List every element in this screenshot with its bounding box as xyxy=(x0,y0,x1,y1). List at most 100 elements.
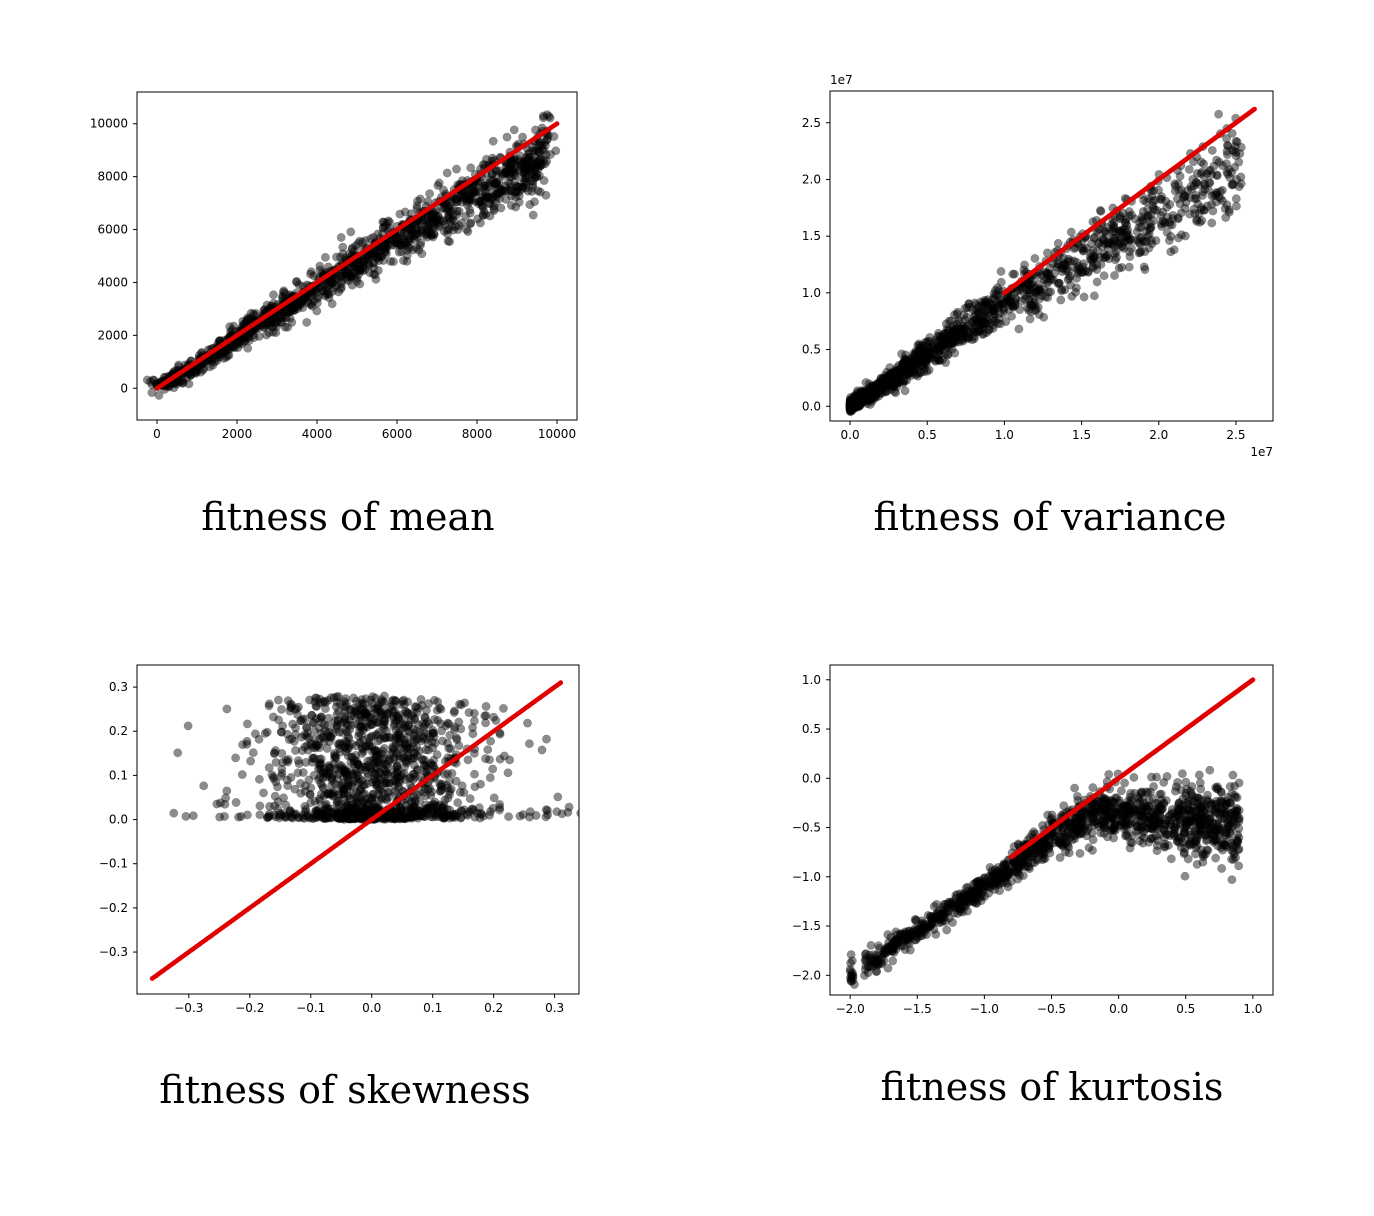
scatter-point xyxy=(285,806,295,816)
scatter-point xyxy=(369,263,379,273)
scatter-point xyxy=(222,786,232,796)
scatter-point xyxy=(1071,287,1081,297)
scatter-point xyxy=(501,161,511,171)
scatter-point xyxy=(324,713,334,723)
scatter-point xyxy=(523,149,533,159)
scatter-point xyxy=(1088,245,1098,255)
scatter-point xyxy=(142,375,152,385)
scatter-point xyxy=(531,157,541,167)
scatter-point xyxy=(921,359,931,369)
x-tick-label: −0.2 xyxy=(235,1001,264,1015)
scatter-point xyxy=(277,764,287,774)
scatter-point xyxy=(460,193,470,203)
scatter-point xyxy=(296,296,306,305)
scatter-point xyxy=(1066,227,1076,237)
scatter-point xyxy=(551,146,561,156)
scatter-point xyxy=(940,328,950,338)
scatter-point xyxy=(478,202,488,212)
scatter-point xyxy=(354,259,364,269)
scatter-point xyxy=(506,201,516,210)
scatter-point xyxy=(445,237,455,247)
scatter-point xyxy=(326,772,336,782)
scatter-point xyxy=(546,150,555,159)
scatter-point xyxy=(351,264,361,274)
scatter-point xyxy=(336,233,346,242)
scatter-point xyxy=(429,213,439,223)
scatter-point xyxy=(259,320,269,330)
scatter-point xyxy=(523,163,533,173)
scatter-point xyxy=(478,211,488,221)
scatter-point xyxy=(490,179,500,188)
scatter-point xyxy=(549,132,559,141)
scatter-point xyxy=(530,159,539,169)
scatter-point xyxy=(1207,145,1217,155)
scatter-point xyxy=(424,221,434,231)
scatter-point xyxy=(501,167,511,177)
scatter-point xyxy=(464,194,474,204)
scatter-point xyxy=(218,347,228,357)
scatter-point xyxy=(906,354,916,364)
scatter-point xyxy=(191,366,201,376)
scatter-point xyxy=(456,192,466,202)
scatter-point xyxy=(1014,324,1024,334)
scatter-point xyxy=(406,223,416,233)
scatter-point xyxy=(448,225,458,235)
scatter-point xyxy=(294,280,304,290)
scatter-point xyxy=(401,813,411,823)
scatter-point xyxy=(1116,237,1126,247)
scatter-point xyxy=(450,706,459,716)
scatter-point xyxy=(1118,225,1128,235)
scatter-point xyxy=(312,702,321,712)
scatter-point xyxy=(386,256,395,266)
scatter-point xyxy=(296,298,306,308)
scatter-point xyxy=(414,217,424,227)
scatter-point xyxy=(526,168,536,178)
scatter-point xyxy=(277,749,287,758)
y-tick-label: 2.0 xyxy=(802,172,821,186)
scatter-point xyxy=(485,199,494,209)
y-tick-label: −0.2 xyxy=(99,901,128,915)
scatter-point xyxy=(528,146,538,156)
scatter-point xyxy=(512,182,522,192)
scatter-point xyxy=(426,228,435,238)
x-tick-label: 0 xyxy=(153,427,161,441)
scatter-point xyxy=(212,353,222,363)
scatter-point xyxy=(409,230,419,240)
scatter-point xyxy=(347,280,357,290)
scatter-point xyxy=(177,375,187,385)
scatter-point xyxy=(1212,171,1222,181)
scatter-point xyxy=(191,367,200,377)
scatter-point xyxy=(523,718,532,728)
scatter-point xyxy=(524,739,534,749)
scatter-point xyxy=(1124,211,1134,221)
scatter-point xyxy=(332,720,342,730)
fit-point xyxy=(554,121,560,127)
scatter-point xyxy=(418,755,428,764)
scatter-point xyxy=(173,362,183,372)
scatter-point xyxy=(512,186,522,196)
scatter-point xyxy=(254,774,264,784)
scatter-point xyxy=(439,216,448,226)
scatter-point xyxy=(326,277,336,287)
scatter-point xyxy=(288,719,298,729)
scatter-point xyxy=(335,273,345,283)
scatter-point xyxy=(358,789,368,799)
scatter-point xyxy=(279,307,289,317)
scatter-point xyxy=(1207,218,1217,228)
scatter-point xyxy=(373,265,383,275)
scatter-point xyxy=(483,182,493,192)
scatter-point xyxy=(457,197,467,207)
scatter-point xyxy=(465,195,475,204)
scatter-point xyxy=(283,322,293,332)
scatter-point xyxy=(291,729,300,739)
scatter-point xyxy=(481,718,491,728)
scatter-point xyxy=(524,153,534,163)
scatter-point xyxy=(303,297,313,307)
scatter-point xyxy=(504,812,514,822)
scatter-point xyxy=(964,299,974,309)
scatter-point xyxy=(326,277,336,287)
scatter-point xyxy=(489,204,499,214)
scatter-point xyxy=(544,111,554,121)
scatter-point xyxy=(450,222,460,232)
scatter-point xyxy=(1146,223,1155,233)
